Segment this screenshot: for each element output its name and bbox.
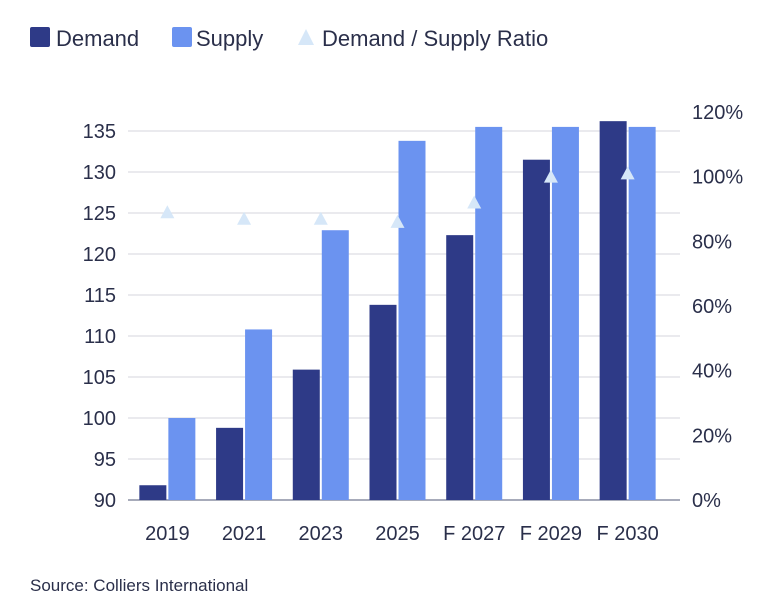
- bar-supply: [321, 230, 349, 500]
- bar-demand: [369, 304, 397, 500]
- legend-label-demand: Demand: [56, 26, 139, 51]
- ratio-marker: [467, 195, 482, 209]
- bar-supply: [245, 329, 273, 500]
- bar-supply: [398, 140, 426, 500]
- left-axis-ticks: 90 95 100 105 110 115 120 125 130 135: [83, 121, 116, 512]
- left-tick-label: 105: [83, 367, 116, 389]
- x-tick-label: 2025: [375, 523, 420, 545]
- right-tick-label: 0%: [692, 490, 721, 512]
- legend-label-supply: Supply: [196, 26, 263, 51]
- bar-demand: [292, 369, 320, 500]
- x-tick-label: F 2030: [597, 523, 659, 545]
- bar-demand: [216, 427, 244, 500]
- left-tick-label: 100: [83, 408, 116, 430]
- legend-item-ratio: Demand / Supply Ratio: [298, 26, 548, 51]
- x-tick-label: 2023: [299, 523, 344, 545]
- bar-supply: [628, 126, 656, 501]
- bars: [139, 121, 656, 501]
- ratio-marker: [390, 214, 405, 228]
- legend-item-demand: Demand: [30, 26, 139, 51]
- ratio-marker: [237, 211, 252, 225]
- left-tick-label: 90: [94, 490, 116, 512]
- legend-swatch-demand: [30, 27, 50, 47]
- source-note: Source: Colliers International: [30, 576, 248, 595]
- x-tick-label: 2021: [222, 523, 267, 545]
- bar-demand: [446, 235, 474, 500]
- bar-supply: [475, 126, 503, 501]
- left-tick-label: 115: [84, 285, 116, 307]
- right-tick-label: 100%: [692, 167, 743, 189]
- bar-demand: [139, 485, 167, 500]
- legend-item-supply: Supply: [172, 26, 263, 51]
- x-axis-ticks: 2019 2021 2023 2025 F 2027 F 2029 F 2030: [145, 523, 659, 545]
- x-tick-label: F 2027: [443, 523, 505, 545]
- right-tick-label: 20%: [692, 425, 732, 447]
- legend-label-ratio: Demand / Supply Ratio: [322, 26, 548, 51]
- left-tick-label: 110: [84, 326, 116, 348]
- bar-demand: [522, 159, 550, 500]
- left-tick-label: 120: [83, 244, 116, 266]
- left-tick-label: 125: [83, 203, 116, 225]
- bar-demand: [599, 121, 627, 500]
- ratio-markers: [160, 166, 635, 228]
- left-tick-label: 95: [94, 449, 116, 471]
- bar-supply: [168, 418, 196, 500]
- legend-triangle-icon: [298, 29, 314, 45]
- ratio-marker: [543, 169, 558, 183]
- right-axis-ticks: 0% 20% 40% 60% 80% 100% 120%: [692, 102, 743, 512]
- ratio-marker: [313, 211, 328, 225]
- legend-swatch-supply: [172, 27, 192, 47]
- right-tick-label: 80%: [692, 231, 732, 253]
- right-tick-label: 120%: [692, 102, 743, 124]
- ratio-marker: [160, 205, 175, 219]
- ratio-marker: [620, 166, 635, 180]
- right-tick-label: 40%: [692, 361, 732, 383]
- left-tick-label: 135: [83, 121, 116, 143]
- x-tick-label: F 2029: [520, 523, 582, 545]
- legend: Demand Supply Demand / Supply Ratio: [30, 26, 548, 51]
- right-tick-label: 60%: [692, 296, 732, 318]
- bar-supply: [551, 126, 579, 501]
- x-tick-label: 2019: [145, 523, 190, 545]
- left-tick-label: 130: [83, 162, 116, 184]
